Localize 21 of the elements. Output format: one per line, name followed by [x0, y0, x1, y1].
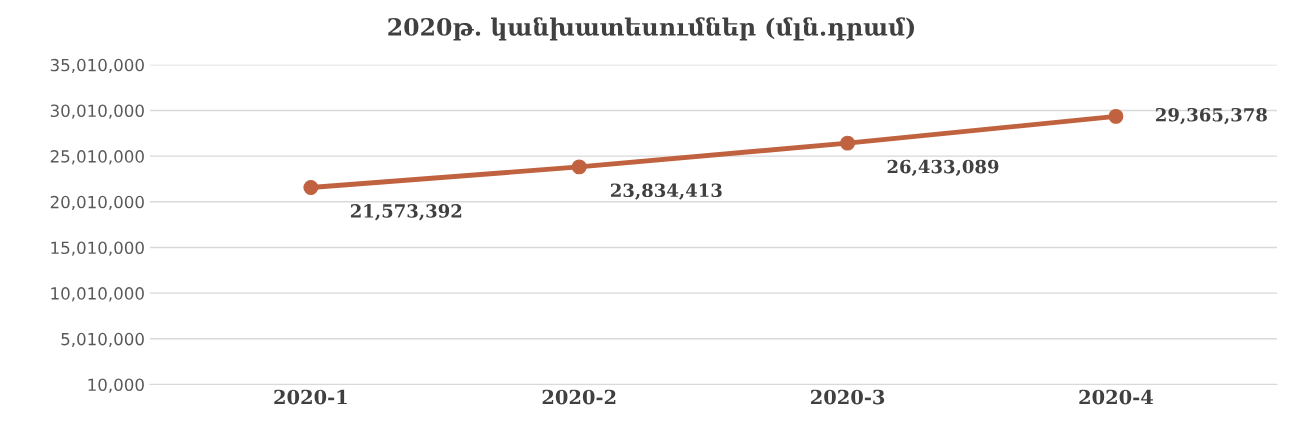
point	[1108, 108, 1124, 124]
y-tick-label: 15,010,000	[51, 241, 144, 256]
data-label: 21,573,392	[350, 204, 462, 221]
y-tick-label: 10,000	[88, 378, 144, 393]
y-tick-label: 10,010,000	[51, 287, 144, 302]
y-tick-label: 30,010,000	[50, 104, 144, 119]
y-tick-label: 5,010,000	[61, 332, 144, 348]
x-tick-label: 2020-1	[274, 389, 347, 405]
data-label: 29,365,378	[1156, 107, 1267, 125]
point	[571, 159, 587, 175]
x-tick-label: 2020-2	[542, 389, 616, 405]
data-label: 23,834,413	[610, 183, 722, 200]
chart-title: 2020թ. կանխատեսումներ (մլն.դրամ)	[388, 17, 915, 41]
y-tick-label: 35,010,000	[50, 58, 144, 74]
x-tick-label: 2020-4	[1079, 389, 1153, 405]
point	[303, 180, 319, 195]
data-label: 26,433,089	[887, 159, 999, 177]
point	[840, 135, 856, 151]
x-tick-label: 2020-3	[811, 389, 885, 405]
y-tick-label: 25,010,000	[50, 150, 144, 165]
y-tick-label: 20,010,000	[50, 195, 144, 211]
